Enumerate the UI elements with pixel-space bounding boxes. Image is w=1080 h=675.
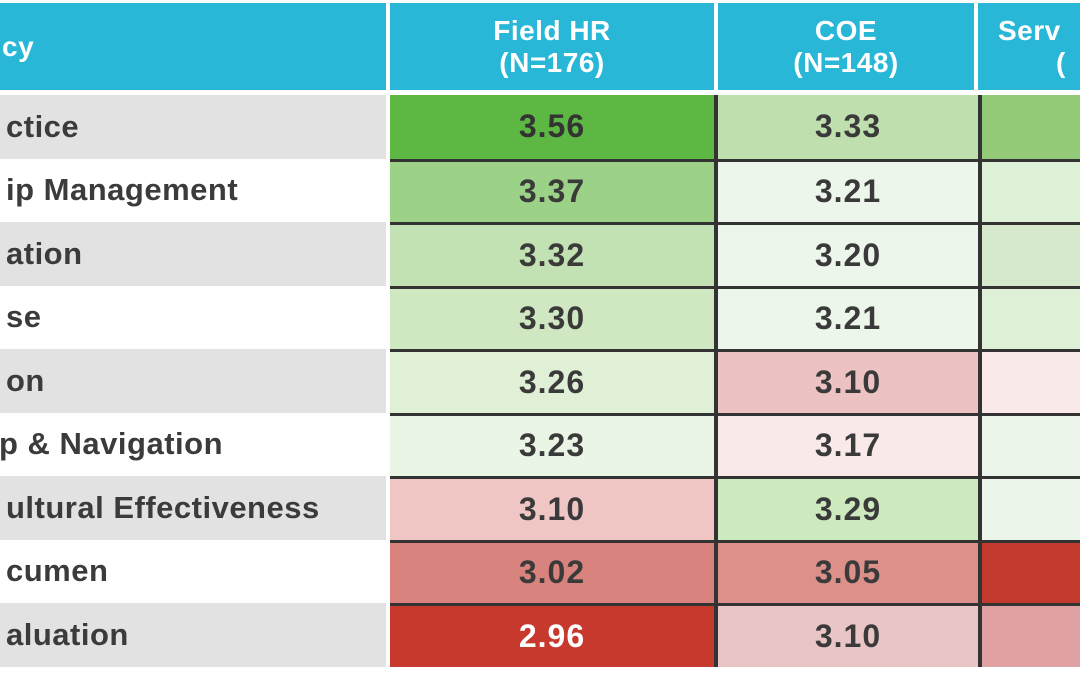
header-service-title: Serv — [998, 14, 1061, 46]
value-cell: 3.10 — [714, 603, 978, 667]
header-field-hr-n: (N=176) — [499, 46, 605, 78]
value-cell: 3.20 — [714, 222, 978, 286]
row-label: p & Navigation — [0, 412, 386, 476]
value-cell: 3.30 — [390, 285, 714, 349]
table-row: aluation 2.96 3.10 — [0, 603, 1080, 667]
value-cell: 3.23 — [390, 412, 714, 476]
header-coe-title: COE — [814, 14, 878, 46]
value-cell — [978, 285, 1080, 349]
row-label: ation — [0, 222, 386, 286]
table-row: cumen 3.02 3.05 — [0, 539, 1080, 603]
header-field-hr-title: Field HR — [493, 14, 611, 46]
value-cell — [978, 539, 1080, 603]
row-label: ctice — [0, 95, 386, 159]
value-cell: 3.10 — [390, 476, 714, 540]
value-cell: 2.96 — [390, 603, 714, 667]
header-competency-label: cy — [2, 30, 35, 62]
value-cell: 3.02 — [390, 539, 714, 603]
value-cell: 3.32 — [390, 222, 714, 286]
value-cell: 3.56 — [390, 95, 714, 159]
table-row: ultural Effectiveness 3.10 3.29 — [0, 476, 1080, 540]
value-cell: 3.29 — [714, 476, 978, 540]
value-cell: 3.21 — [714, 285, 978, 349]
row-label: se — [0, 285, 386, 349]
value-cell: 3.33 — [714, 95, 978, 159]
row-label: cumen — [0, 539, 386, 603]
value-cell — [978, 476, 1080, 540]
table-row: ation 3.32 3.20 — [0, 222, 1080, 286]
table-body: ctice 3.56 3.33 ip Management 3.37 3.21 ation 3… — [0, 95, 1080, 667]
value-cell — [978, 603, 1080, 667]
header-cell-service-truncated: Serv ( — [978, 3, 1080, 90]
value-cell: 3.05 — [714, 539, 978, 603]
value-cell: 3.37 — [390, 158, 714, 222]
header-cell-competency: cy — [0, 3, 386, 90]
value-cell — [978, 158, 1080, 222]
value-cell — [978, 412, 1080, 476]
header-service-n: ( — [1056, 46, 1066, 78]
row-label: on — [0, 349, 386, 413]
value-cell: 3.26 — [390, 349, 714, 413]
value-cell — [978, 95, 1080, 159]
row-label: ip Management — [0, 158, 386, 222]
value-cell — [978, 222, 1080, 286]
value-cell: 3.17 — [714, 412, 978, 476]
table-row: ctice 3.56 3.33 — [0, 95, 1080, 159]
header-coe-n: (N=148) — [793, 46, 899, 78]
value-cell: 3.21 — [714, 158, 978, 222]
table-row: se 3.30 3.21 — [0, 285, 1080, 349]
value-cell: 3.10 — [714, 349, 978, 413]
table-header-row: cy Field HR (N=176) COE (N=148) Serv ( — [0, 3, 1080, 90]
row-label: aluation — [0, 603, 386, 667]
row-label: ultural Effectiveness — [0, 476, 386, 540]
table-row: ip Management 3.37 3.21 — [0, 158, 1080, 222]
value-cell — [978, 349, 1080, 413]
header-cell-field-hr: Field HR (N=176) — [390, 3, 714, 90]
header-cell-coe: COE (N=148) — [718, 3, 974, 90]
table-row: on 3.26 3.10 — [0, 349, 1080, 413]
table-row: p & Navigation 3.23 3.17 — [0, 412, 1080, 476]
